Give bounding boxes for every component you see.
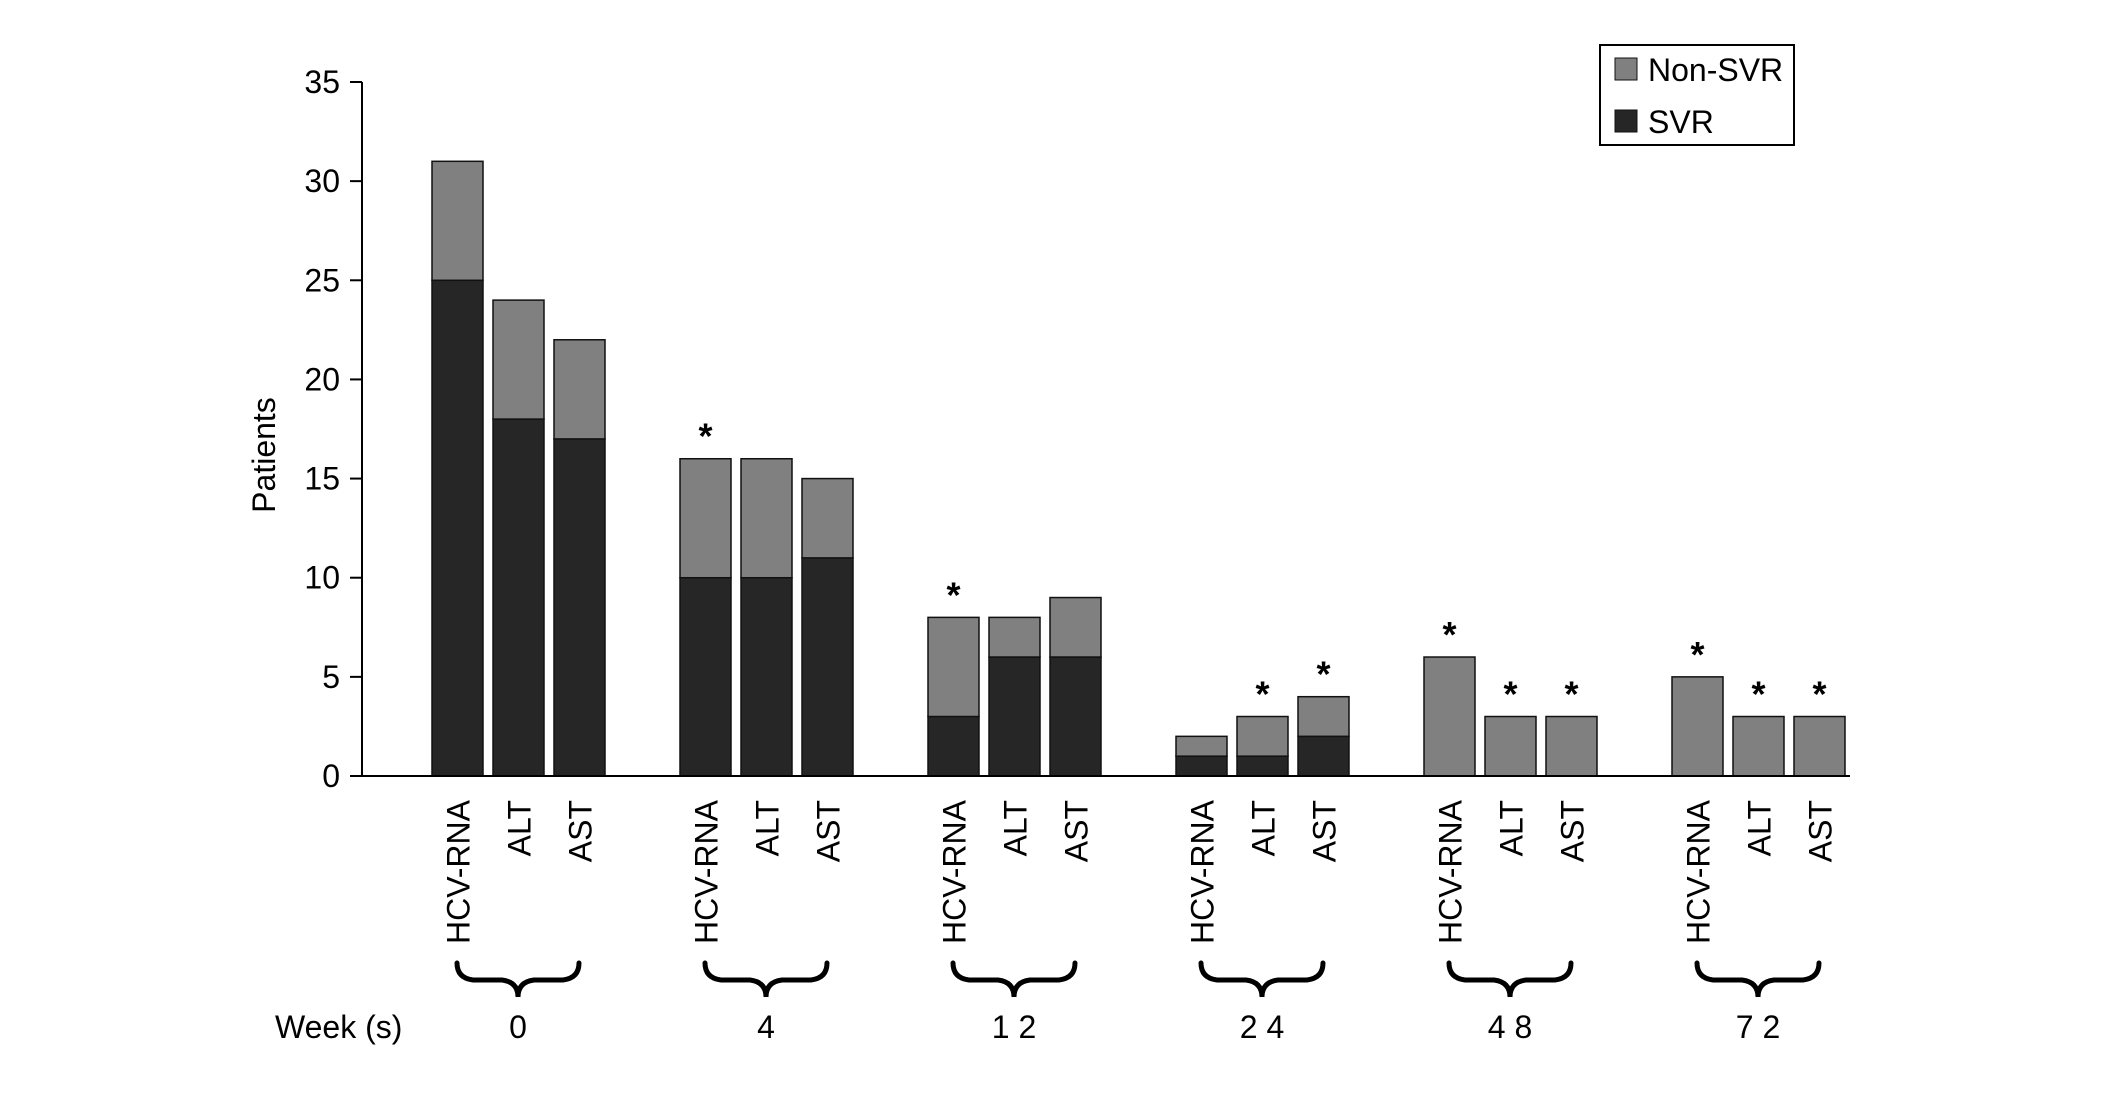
- group-brace: [1198, 960, 1326, 998]
- y-tick-label: 10: [304, 560, 340, 596]
- bar-svr-segment: [1175, 755, 1228, 777]
- x-category-label: ALT: [1742, 800, 1778, 856]
- x-category-label: ALT: [1494, 800, 1530, 856]
- bar-non-svr-segment: [1049, 596, 1102, 658]
- legend-swatch-svr: [1614, 109, 1638, 133]
- group-brace: [454, 960, 582, 998]
- bar-non-svr-segment: [927, 616, 980, 718]
- bar-non-svr-segment: [1297, 695, 1350, 738]
- week-label: 1 2: [992, 1009, 1036, 1045]
- significance-asterisk: *: [1812, 674, 1826, 715]
- x-category-label: AST: [1555, 800, 1591, 862]
- bar-non-svr-segment: [740, 457, 793, 579]
- y-tick-label: 30: [304, 163, 340, 199]
- x-category-label: ALT: [998, 800, 1034, 856]
- significance-asterisk: *: [1255, 674, 1269, 715]
- x-category-label: AST: [1059, 800, 1095, 862]
- bar-non-svr-segment: [679, 457, 732, 579]
- y-axis: 0 5 10 15 20 25 30 35: [304, 64, 363, 794]
- group-brace: [950, 960, 1078, 998]
- x-category-label: ALT: [750, 800, 786, 856]
- group-brace: [1694, 960, 1822, 998]
- bar-svr-segment: [553, 438, 606, 777]
- bar-svr-segment: [679, 576, 732, 777]
- week-label: 4 8: [1488, 1009, 1532, 1045]
- bar-svr-segment: [492, 418, 545, 777]
- bar-svr-segment: [1297, 735, 1350, 777]
- x-category-label: HCV-RNA: [1185, 799, 1221, 944]
- significance-asterisk: *: [1564, 674, 1578, 715]
- bar-non-svr-segment: [1545, 715, 1598, 777]
- legend-swatch-non-svr: [1614, 57, 1638, 81]
- significance-asterisk: *: [1690, 634, 1704, 675]
- bar-svr-segment: [1049, 656, 1102, 777]
- y-tick-label: 25: [304, 262, 340, 298]
- week-label: 0: [509, 1009, 527, 1045]
- bar-non-svr-segment: [1732, 715, 1785, 777]
- x-category-label: HCV-RNA: [689, 799, 725, 944]
- significance-asterisk: *: [1503, 674, 1517, 715]
- group-brace: [1446, 960, 1574, 998]
- x-category-label: ALT: [1246, 800, 1282, 856]
- legend-label-svr: SVR: [1648, 104, 1714, 140]
- y-tick-label: 5: [322, 659, 340, 695]
- x-category-label: ALT: [502, 800, 538, 856]
- bar-non-svr-segment: [492, 299, 545, 420]
- bar-svr-segment: [927, 715, 980, 777]
- group-brace: [702, 960, 830, 998]
- y-tick-label: 20: [304, 361, 340, 397]
- bar-non-svr-segment: [801, 477, 854, 559]
- y-axis-title: Patients: [246, 397, 282, 513]
- bars: * * * * * * * * * *: [431, 160, 1846, 777]
- y-tick-label: 35: [304, 64, 340, 100]
- week-label: 4: [757, 1009, 775, 1045]
- significance-asterisk: *: [1751, 674, 1765, 715]
- bar-svr-segment: [740, 576, 793, 777]
- x-category-label: HCV-RNA: [1433, 799, 1469, 944]
- bar-non-svr-segment: [1793, 715, 1846, 777]
- bar-non-svr-segment: [1671, 676, 1724, 777]
- x-category-label: HCV-RNA: [441, 799, 477, 944]
- bar-non-svr-segment: [988, 616, 1041, 658]
- bar-svr-segment: [988, 656, 1041, 777]
- legend: Non-SVR SVR: [1599, 44, 1795, 146]
- x-category-label: AST: [1307, 800, 1343, 862]
- x-category-label: HCV-RNA: [937, 799, 973, 944]
- week-label: 7 2: [1736, 1009, 1780, 1045]
- significance-asterisk: *: [1442, 614, 1456, 655]
- y-tick-label: 15: [304, 461, 340, 497]
- bar-svr-segment: [801, 557, 854, 777]
- bar-svr-segment: [431, 279, 484, 777]
- bar-non-svr-segment: [1175, 735, 1228, 757]
- bar-non-svr-segment: [1484, 715, 1537, 777]
- bar-non-svr-segment: [431, 160, 484, 282]
- x-axis: HCV-RNA ALT AST 0 HCV-RNA ALT AST 4 HCV-RNA ALT AS…: [362, 775, 1850, 1045]
- bar-svr-segment: [1236, 755, 1289, 777]
- bar-non-svr-segment: [1423, 656, 1476, 777]
- x-category-label: AST: [563, 800, 599, 862]
- week-label: 2 4: [1240, 1009, 1284, 1045]
- bar-non-svr-segment: [553, 339, 606, 440]
- significance-asterisk: *: [946, 574, 960, 615]
- bar-non-svr-segment: [1236, 715, 1289, 757]
- y-tick-label: 0: [322, 758, 340, 794]
- x-category-label: HCV-RNA: [1681, 799, 1717, 944]
- x-category-label: AST: [1803, 800, 1839, 862]
- significance-asterisk: *: [1316, 654, 1330, 695]
- legend-label-non-svr: Non-SVR: [1648, 52, 1783, 88]
- significance-asterisk: *: [698, 416, 712, 457]
- x-category-label: AST: [811, 800, 847, 862]
- x-axis-title: Week (s): [275, 1009, 402, 1045]
